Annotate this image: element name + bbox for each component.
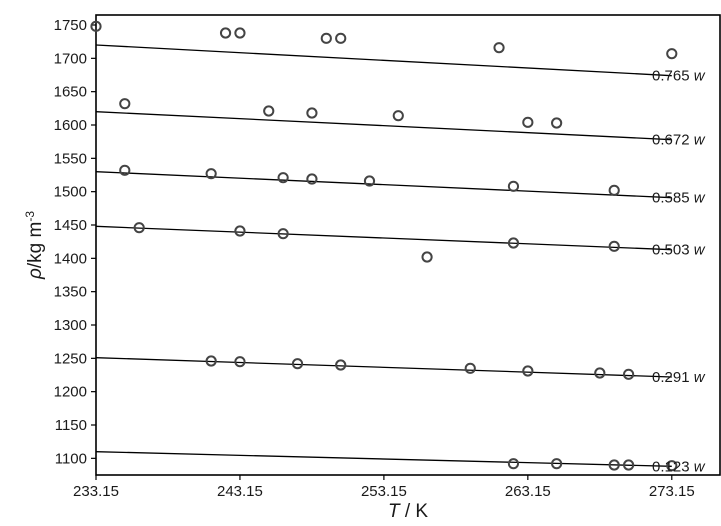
data-point [90,20,102,32]
fit-lines [95,44,672,467]
data-point [522,365,534,377]
data-point [335,32,347,44]
series-label: 0.503 w [652,242,706,259]
data-point [392,110,404,122]
data-point [205,168,217,180]
data-point [205,355,217,367]
y-tick-label: 1250 [54,350,87,367]
data-point [133,222,145,234]
y-tick-label: 1200 [54,384,87,401]
x-tick-label: 273.15 [649,483,695,500]
y-tick-label: 1400 [54,250,87,267]
data-point [507,180,520,192]
fit-line [95,171,672,199]
data-point [666,48,678,60]
data-point [234,27,246,39]
series-label: 0.585 w [652,190,706,207]
data-point [277,172,289,184]
data-point [234,356,246,368]
data-point [608,459,620,471]
data-point [119,164,131,176]
x-axis-title: T / K [388,501,428,522]
data-point [608,184,620,196]
data-point [234,225,246,237]
data-point [291,358,304,370]
data-point [551,458,563,470]
fit-line [95,357,672,378]
data-points [90,20,678,472]
x-tick-label: 253.15 [361,483,407,500]
data-point [666,460,678,472]
data-point [594,367,606,379]
y-tick-label: 1750 [54,17,87,34]
y-tick-label: 1500 [54,184,87,201]
fit-line [95,225,672,251]
y-tick-label: 1550 [54,150,87,167]
fit-line [95,451,672,467]
y-tick-label: 1150 [55,417,87,434]
fit-line [95,44,672,77]
data-point [263,105,275,117]
data-point [622,368,635,380]
series-label: 0.672 w [652,132,706,149]
data-point [306,173,318,185]
y-tick-label: 1100 [55,450,87,467]
data-point [464,362,476,374]
series-label: 0.765 w [652,68,706,85]
data-point [219,27,232,39]
plot-frame [95,14,721,476]
x-axis: 233.15 243.15 253.15 263.15 273.15 [73,475,695,500]
data-point [363,175,376,187]
y-axis-title: ρ/kg m-3 [23,211,46,280]
data-point [306,107,318,119]
data-point [493,42,505,54]
series-label: 0.291 w [652,369,706,386]
y-tick-label: 1600 [54,117,87,134]
data-point [320,32,332,44]
y-tick-label: 1300 [54,317,87,334]
y-tick-label: 1350 [54,284,87,301]
fit-line [95,111,672,141]
y-tick-label: 1450 [54,217,87,234]
data-point [335,359,347,371]
data-point [522,116,534,128]
data-point [507,458,520,470]
series-labels: 0.765 w 0.672 w 0.585 w 0.503 w 0.291 w 0.123… [652,68,706,476]
x-tick-label: 263.15 [505,483,551,500]
y-axis: 1100 1150 1200 1250 1300 1350 1400 1450 1500 1550… [54,17,96,467]
data-point [421,251,433,263]
y-tick-label: 1700 [54,50,87,67]
data-point [622,459,635,471]
y-tick-label: 1650 [54,84,87,101]
data-point [277,228,289,240]
x-tick-label: 243.15 [217,483,263,500]
series-label: 0.123 w [652,458,706,475]
data-point [507,237,520,249]
data-point [119,98,131,110]
x-tick-label: 233.15 [73,483,119,500]
data-point [608,240,620,252]
data-point [551,117,563,129]
